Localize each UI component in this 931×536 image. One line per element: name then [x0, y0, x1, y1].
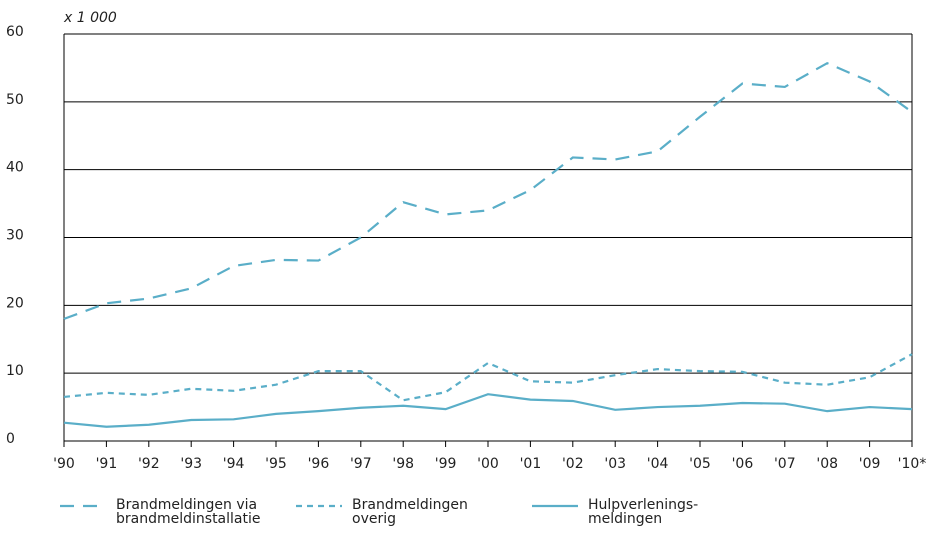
legend-label: Hulpverlenings-meldingen	[588, 497, 699, 527]
y-tick-label: 30	[6, 228, 24, 244]
x-tick-label: '00	[477, 456, 499, 472]
legend-label: Brandmeldingen overig	[352, 497, 468, 527]
y-tick-label: 0	[6, 431, 15, 447]
x-tick-label: '09	[859, 456, 881, 472]
x-tick-label: '95	[265, 456, 287, 472]
legend-item: Brandmeldingen overig	[296, 498, 502, 526]
y-tick-label: 50	[6, 92, 24, 108]
chart: x 1 000 0 10 20 30 40 50 60 '90 '91 '92 '93 '94 '95 '…	[6, 10, 927, 472]
x-tick-label: '02	[562, 456, 584, 472]
x-tick-label: '91	[96, 456, 118, 472]
x-tick-label: '10*	[898, 456, 927, 472]
unit-label: x 1 000	[63, 10, 117, 26]
x-tick-label: '04	[647, 456, 669, 472]
x-tick-label: '94	[223, 456, 245, 472]
x-tick-label: '01	[520, 456, 542, 472]
legend-item: Hulpverlenings-meldingen	[532, 498, 738, 526]
x-tick-label: '92	[138, 456, 160, 472]
x-tick-label: '90	[53, 456, 75, 472]
legend-item: Brandmeldingen via brandmeldinstallatie	[60, 498, 266, 526]
legend-swatch	[60, 504, 106, 508]
x-tick-label: '06	[732, 456, 754, 472]
y-tick-label: 20	[6, 295, 24, 311]
data-line	[63, 61, 913, 320]
legend-swatch	[296, 504, 342, 508]
x-tick-label: '98	[392, 456, 414, 472]
y-tick-label: 10	[6, 363, 24, 379]
legend: Brandmeldingen via brandmeldinstallatie B…	[60, 498, 768, 526]
x-tick-label: '03	[604, 456, 626, 472]
data-line	[63, 393, 913, 428]
y-tick-label: 60	[6, 24, 24, 40]
x-tick-label: '99	[435, 456, 457, 472]
y-tick-label: 40	[6, 160, 24, 176]
x-tick-label: '97	[350, 456, 372, 472]
x-tick-label: '96	[308, 456, 330, 472]
legend-swatch	[532, 504, 578, 508]
legend-label: Brandmeldingen via brandmeldinstallatie	[116, 497, 261, 527]
x-tick-label: '08	[816, 456, 838, 472]
x-tick-label: '05	[689, 456, 711, 472]
x-tick-label: '93	[180, 456, 202, 472]
x-tick-label: '07	[774, 456, 796, 472]
